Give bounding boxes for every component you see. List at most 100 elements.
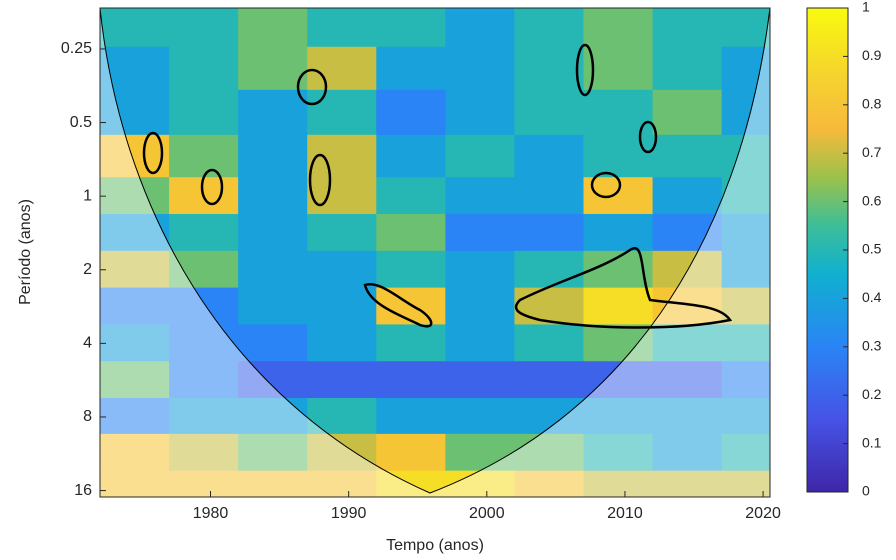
x-axis-label: Tempo (anos) <box>386 537 484 554</box>
heatmap-cell <box>100 214 170 252</box>
heatmap-cell <box>445 177 515 215</box>
heatmap-cell <box>721 89 770 136</box>
colorbar-tick-label: 0 <box>862 483 870 499</box>
heatmap-cell <box>169 433 239 472</box>
heatmap-cell <box>721 470 770 497</box>
heatmap-cell <box>376 46 446 91</box>
heatmap-cell <box>652 361 723 399</box>
colorbar-tick-label: 0.5 <box>862 241 882 257</box>
heatmap-cell <box>169 250 239 289</box>
heatmap-cell <box>445 250 515 289</box>
contours <box>142 43 733 329</box>
heatmap-cell <box>583 8 654 48</box>
heatmap-cell <box>307 287 377 325</box>
heatmap-cell <box>307 177 377 215</box>
heatmap-cell <box>445 46 515 91</box>
heatmap-cell <box>445 324 515 362</box>
heatmap-cell <box>721 398 770 435</box>
heatmap-cell <box>100 8 170 48</box>
heatmap-cell <box>376 250 446 289</box>
heatmap-cell <box>169 470 239 497</box>
heatmap-cell <box>238 287 308 325</box>
heatmap-cell <box>721 361 770 399</box>
heatmap-cell <box>721 134 770 178</box>
heatmap-cell <box>514 470 585 497</box>
x-tick-label: 1980 <box>193 505 229 522</box>
colorbar-tick-label: 0.8 <box>862 96 882 112</box>
x-tick-label: 1990 <box>331 505 367 522</box>
heatmap-cell <box>445 134 515 178</box>
heatmap-cell <box>514 177 585 215</box>
heatmap-cell <box>721 46 770 91</box>
heatmap-cell <box>376 89 446 136</box>
heatmap-cell <box>169 89 239 136</box>
x-tick-label: 2020 <box>745 505 781 522</box>
heatmap-cell <box>445 89 515 136</box>
heatmap-cell <box>445 214 515 252</box>
y-tick-label: 1 <box>83 187 92 204</box>
heatmap-cell <box>100 177 170 215</box>
colorbar-tick-label: 0.6 <box>862 192 882 208</box>
heatmap-cell <box>100 361 170 399</box>
heatmap-cell <box>169 398 239 435</box>
heatmap-cell <box>169 361 239 399</box>
y-tick-label: 4 <box>83 335 92 352</box>
heatmap-cell <box>652 214 723 252</box>
y-axis-label: Período (anos) <box>17 199 34 305</box>
heatmap-cell <box>445 433 515 472</box>
heatmap-cell <box>652 134 723 178</box>
heatmap-cell <box>100 250 170 289</box>
colorbar-tick-label: 0.7 <box>862 144 882 160</box>
heatmap-cell <box>169 134 239 178</box>
heatmap-cell <box>583 46 654 91</box>
heatmap-cell <box>169 214 239 252</box>
heatmap-cell <box>721 214 770 252</box>
heatmap-cell <box>307 8 377 48</box>
heatmap-cell <box>583 398 654 435</box>
heatmap-cell <box>514 89 585 136</box>
heatmap-cell <box>307 433 377 472</box>
heatmap-cell <box>721 177 770 215</box>
y-tick-label: 16 <box>74 482 92 499</box>
heatmap-cell <box>238 433 308 472</box>
y-tick-label: 8 <box>83 408 92 425</box>
heatmap-cell <box>514 361 585 399</box>
heatmap-cell <box>514 134 585 178</box>
heatmap-cell <box>583 324 654 362</box>
heatmap-cell <box>652 433 723 472</box>
colorbar-tick-label: 0.9 <box>862 47 882 63</box>
heatmap-cell <box>514 46 585 91</box>
heatmap-cell <box>376 8 446 48</box>
heatmap-cell <box>169 46 239 91</box>
heatmap-cell <box>169 324 239 362</box>
heatmap-cell <box>583 177 654 215</box>
cone-line <box>100 8 770 494</box>
heatmap-cell <box>238 8 308 48</box>
heatmap-cell <box>652 250 723 289</box>
heatmap-cell <box>721 324 770 362</box>
heatmap-cell <box>721 8 770 48</box>
heatmap-cell <box>583 214 654 252</box>
heatmap-cell <box>583 433 654 472</box>
colorbar-tick-label: 0.4 <box>862 289 882 305</box>
heatmap-cell <box>652 89 723 136</box>
colorbar <box>807 8 848 492</box>
heatmap-cell <box>238 324 308 362</box>
colorbar-tick-label: 0.2 <box>862 386 882 402</box>
heatmap-cell <box>652 287 723 325</box>
heatmap-cell <box>100 433 170 472</box>
cone-of-influence <box>100 8 770 497</box>
colorbar-tick-label: 0.1 <box>862 434 882 450</box>
heatmap-cell <box>169 287 239 325</box>
colorbar-tick-label: 0.3 <box>862 338 882 354</box>
heatmap-cell <box>376 214 446 252</box>
heatmap-cell <box>514 287 585 325</box>
heatmap-cell <box>652 177 723 215</box>
colorbar-tick-label: 1 <box>862 0 870 15</box>
heatmap-cell <box>307 89 377 136</box>
y-tick-label: 0.5 <box>70 114 92 131</box>
heatmap-cell <box>376 134 446 178</box>
heatmap-cell <box>514 8 585 48</box>
heatmap-cell <box>514 324 585 362</box>
